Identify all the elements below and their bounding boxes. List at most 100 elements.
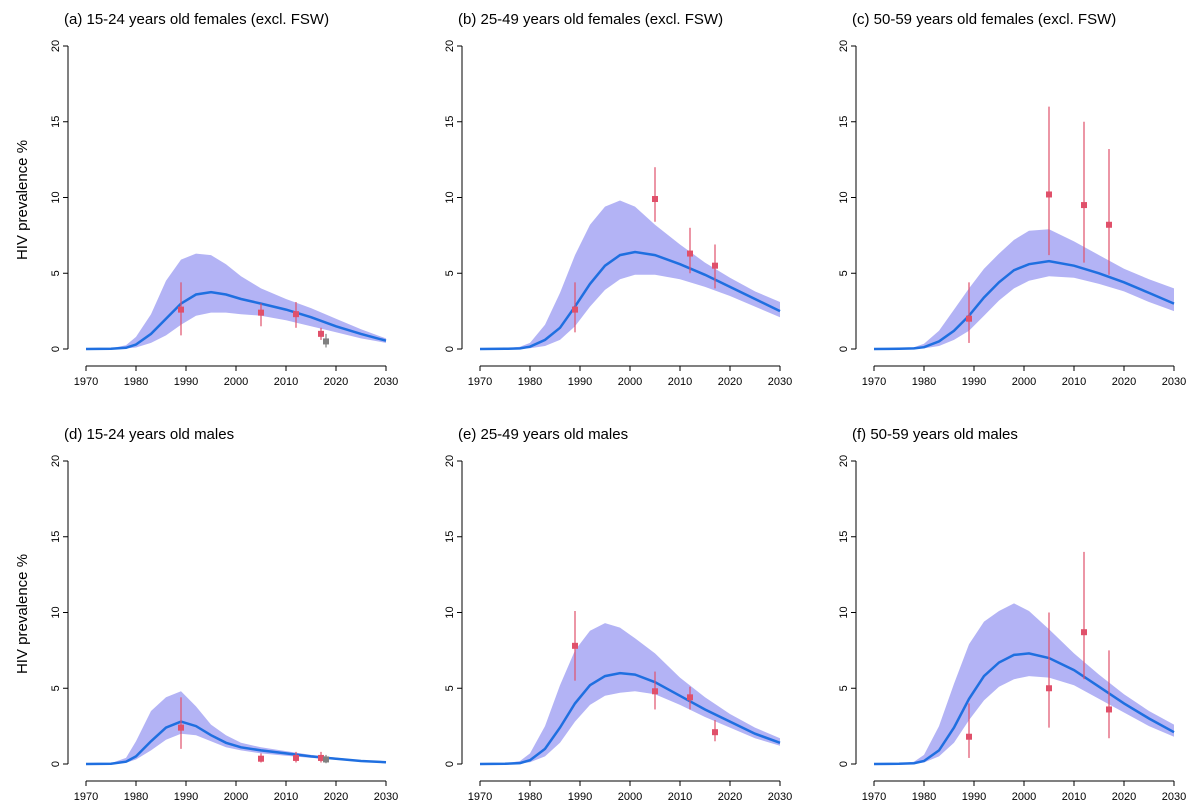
uncertainty-band [874,229,1174,349]
x-tick-label: 1970 [74,791,98,803]
x-tick-label: 1970 [468,791,492,803]
y-tick-label: 5 [50,685,62,691]
observation-point [1046,685,1052,692]
x-tick-label: 1980 [912,791,936,803]
ylabel-bottom: HIV prevalence % [14,554,31,674]
y-tick-label: 20 [50,455,62,467]
x-tick-label: 1980 [912,376,936,388]
observation-point [293,311,299,318]
uncertainty-band [480,200,780,349]
panel-e: (e) 25-49 years old males 0 5 10 15 20 1970 198… [444,426,792,803]
y-tick-label: 20 [444,40,456,52]
x-tick-label: 2010 [668,376,692,388]
panel-title: (e) 25-49 years old males [458,426,628,443]
x-tick-label: 2000 [224,791,248,803]
observation-grey-point [323,338,329,345]
y-tick-label: 10 [50,606,62,618]
panel-b: (b) 25-49 years old females (excl. FSW) 0… [444,11,792,388]
y-tick-label: 5 [838,685,850,691]
y-tick-label: 10 [838,606,850,618]
observation-point [1081,629,1087,636]
observation-grey-point [323,756,329,763]
observation-point [687,694,693,701]
y-tick-label: 10 [444,606,456,618]
median-line [85,290,387,351]
x-tick-label: 2000 [1012,376,1036,388]
x-tick-label: 2000 [224,376,248,388]
y-tick-label: 5 [50,270,62,276]
x-tick-label: 2020 [718,376,742,388]
median-line [873,259,1175,351]
x-tick-label: 2020 [1112,791,1136,803]
x-tick-label: 2030 [374,791,398,803]
x-tick-label: 2020 [324,791,348,803]
observation-point [178,724,184,731]
observation-point [1046,191,1052,198]
y-tick-label: 5 [444,270,456,276]
y-tick-label: 0 [50,346,62,352]
y-tick-label: 0 [50,761,62,767]
observation-point [293,754,299,761]
x-tick-label: 1990 [962,791,986,803]
y-tick-label: 15 [50,531,62,543]
x-tick-label: 2030 [1162,376,1186,388]
x-tick-label: 1970 [862,376,886,388]
y-tick-label: 15 [444,116,456,128]
x-tick-label: 2010 [274,791,298,803]
observation-point [572,306,578,313]
uncertainty-band [86,691,386,764]
x-tick-label: 1990 [962,376,986,388]
uncertainty-band [874,603,1174,764]
y-tick-label: 20 [838,455,850,467]
panel-c: (c) 50-59 years old females (excl. FSW) 0… [838,11,1186,388]
panel-a: (a) 15-24 years old females (excl. FSW) 0… [50,11,398,388]
uncertainty-band [480,623,780,764]
median-line [479,250,781,351]
x-tick-label: 2020 [718,791,742,803]
y-tick-label: 0 [444,346,456,352]
x-tick-label: 2010 [274,376,298,388]
x-tick-label: 1990 [568,376,592,388]
observation-point [712,729,718,736]
y-tick-label: 10 [50,191,62,203]
observation-point [258,309,264,316]
panel-f: (f) 50-59 years old males 0 5 10 15 20 1970 198… [838,426,1186,803]
x-tick-label: 2030 [1162,791,1186,803]
ylabel-top: HIV prevalence % [14,140,31,260]
y-tick-label: 15 [838,531,850,543]
observation-point [258,755,264,762]
observation-point [712,262,718,269]
observation-point [966,733,972,740]
x-tick-label: 2020 [324,376,348,388]
x-tick-label: 1990 [568,791,592,803]
panel-title: (a) 15-24 years old females (excl. FSW) [64,11,329,28]
x-tick-label: 2030 [374,376,398,388]
x-tick-label: 1980 [124,791,148,803]
x-tick-label: 2010 [1062,376,1086,388]
observation-point [652,688,658,695]
panel-title: (f) 50-59 years old males [852,426,1018,443]
x-tick-label: 2010 [668,791,692,803]
uncertainty-band [86,253,386,349]
x-tick-label: 2020 [1112,376,1136,388]
x-tick-label: 2030 [768,376,792,388]
panel-title: (d) 15-24 years old males [64,426,234,443]
x-tick-label: 2010 [1062,791,1086,803]
observation-point [1106,221,1112,228]
observation-point [687,250,693,257]
y-tick-label: 0 [838,761,850,767]
y-tick-label: 20 [50,40,62,52]
y-tick-label: 0 [444,761,456,767]
y-tick-label: 10 [838,191,850,203]
x-tick-label: 1980 [124,376,148,388]
observation-point [572,642,578,649]
x-tick-label: 1970 [862,791,886,803]
observation-point [318,330,324,337]
y-tick-label: 20 [444,455,456,467]
observation-point [1081,202,1087,209]
x-tick-label: 1980 [518,791,542,803]
x-tick-label: 1990 [174,791,198,803]
y-tick-label: 10 [444,191,456,203]
y-tick-label: 5 [444,685,456,691]
